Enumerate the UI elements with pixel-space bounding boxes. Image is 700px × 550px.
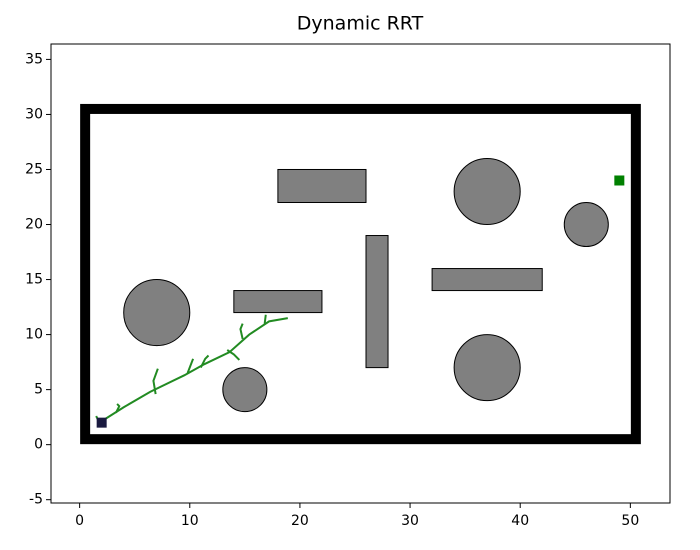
circle-obstacle xyxy=(453,157,521,226)
rect-obstacle xyxy=(431,268,543,292)
x-tick-label: 30 xyxy=(401,513,419,529)
tree-edge xyxy=(263,314,267,324)
x-tick-label: 40 xyxy=(511,513,529,529)
tree-edge xyxy=(186,358,195,374)
y-tick-label: 25 xyxy=(25,161,43,177)
start-point xyxy=(96,417,107,428)
circle-obstacle xyxy=(453,334,521,402)
y-tick-label: 35 xyxy=(25,51,43,67)
rect-obstacle xyxy=(365,235,389,369)
tree-edge xyxy=(98,317,288,424)
tree-edge xyxy=(152,368,159,395)
rect-obstacle xyxy=(277,168,367,204)
circle-obstacle xyxy=(222,367,268,413)
x-tick-label: 10 xyxy=(181,513,199,529)
y-tick-label: 10 xyxy=(25,327,43,343)
circle-obstacle xyxy=(123,279,191,347)
y-tick-label: -5 xyxy=(29,492,43,508)
tree-edge xyxy=(199,354,210,369)
y-tick-label: 5 xyxy=(34,382,43,398)
chart-title: Dynamic RRT xyxy=(297,13,424,35)
tree-edge xyxy=(226,349,241,361)
tree-edge xyxy=(239,323,244,340)
rect-obstacle xyxy=(233,290,323,314)
y-tick-label: 0 xyxy=(34,437,43,453)
y-tick-label: 15 xyxy=(25,272,43,288)
x-tick-label: 0 xyxy=(75,513,84,529)
boundary-wall xyxy=(80,103,641,445)
x-tick-label: 20 xyxy=(291,513,309,529)
y-tick-label: 20 xyxy=(25,217,43,233)
x-tick-label: 50 xyxy=(621,513,639,529)
goal-point xyxy=(614,175,625,186)
tree-edge xyxy=(115,403,121,414)
plot-frame xyxy=(50,43,671,504)
circle-obstacle xyxy=(563,202,609,248)
y-tick-label: 30 xyxy=(25,106,43,122)
